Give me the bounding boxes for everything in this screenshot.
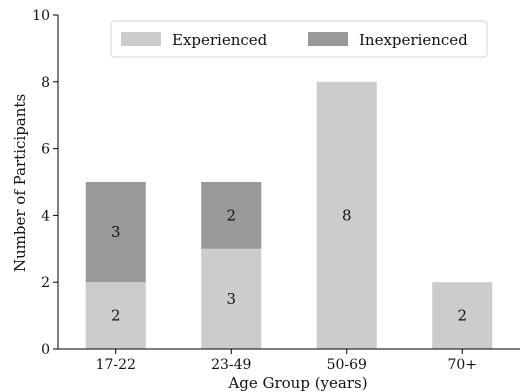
x-tick-label-17-22: 17-22 [96, 357, 136, 373]
data-label-experienced-50-69: 8 [342, 206, 352, 224]
y-tick-label-8: 8 [41, 75, 50, 91]
bars-group [85, 81, 493, 350]
x-tick-label-50-69: 50-69 [327, 357, 367, 373]
legend-swatch-experienced [121, 32, 161, 46]
bar-experienced-23-49 [201, 248, 262, 349]
bar-experienced-70 [432, 282, 493, 349]
y-tick-label-2: 2 [41, 275, 50, 291]
y-tick-label-6: 6 [41, 142, 50, 158]
y-tick-label-10: 10 [32, 8, 50, 24]
bar-experienced-17-22 [85, 282, 146, 349]
x-tick-label-70: 70+ [447, 357, 477, 373]
data-label-experienced-70: 2 [457, 307, 467, 325]
x-axis-label: Age Group (years) [227, 374, 367, 392]
legend-label-inexperienced: Inexperienced [359, 31, 468, 49]
y-tick-label-4: 4 [41, 208, 50, 224]
axes-group: 0 2 4 6 8 10 17-22 23-49 50-69 70+ [32, 8, 520, 373]
data-label-experienced-17-22: 2 [111, 307, 121, 325]
y-axis-label: Number of Participants [11, 94, 29, 272]
x-tick-label-23-49: 23-49 [211, 357, 251, 373]
data-labels-group: 2 3 3 2 8 2 [111, 206, 467, 324]
bar-inexperienced-23-49 [201, 182, 262, 249]
data-label-experienced-23-49: 3 [226, 290, 236, 308]
bar-inexperienced-17-22 [85, 182, 146, 283]
bar-experienced-50-69 [316, 81, 377, 350]
legend-swatch-inexperienced [308, 32, 348, 46]
y-tick-label-0: 0 [41, 342, 50, 358]
legend: Experienced Inexperienced [110, 20, 488, 58]
data-label-inexperienced-17-22: 3 [111, 223, 121, 241]
legend-frame [110, 20, 488, 58]
legend-label-experienced: Experienced [172, 31, 268, 49]
data-label-inexperienced-23-49: 2 [226, 206, 236, 224]
